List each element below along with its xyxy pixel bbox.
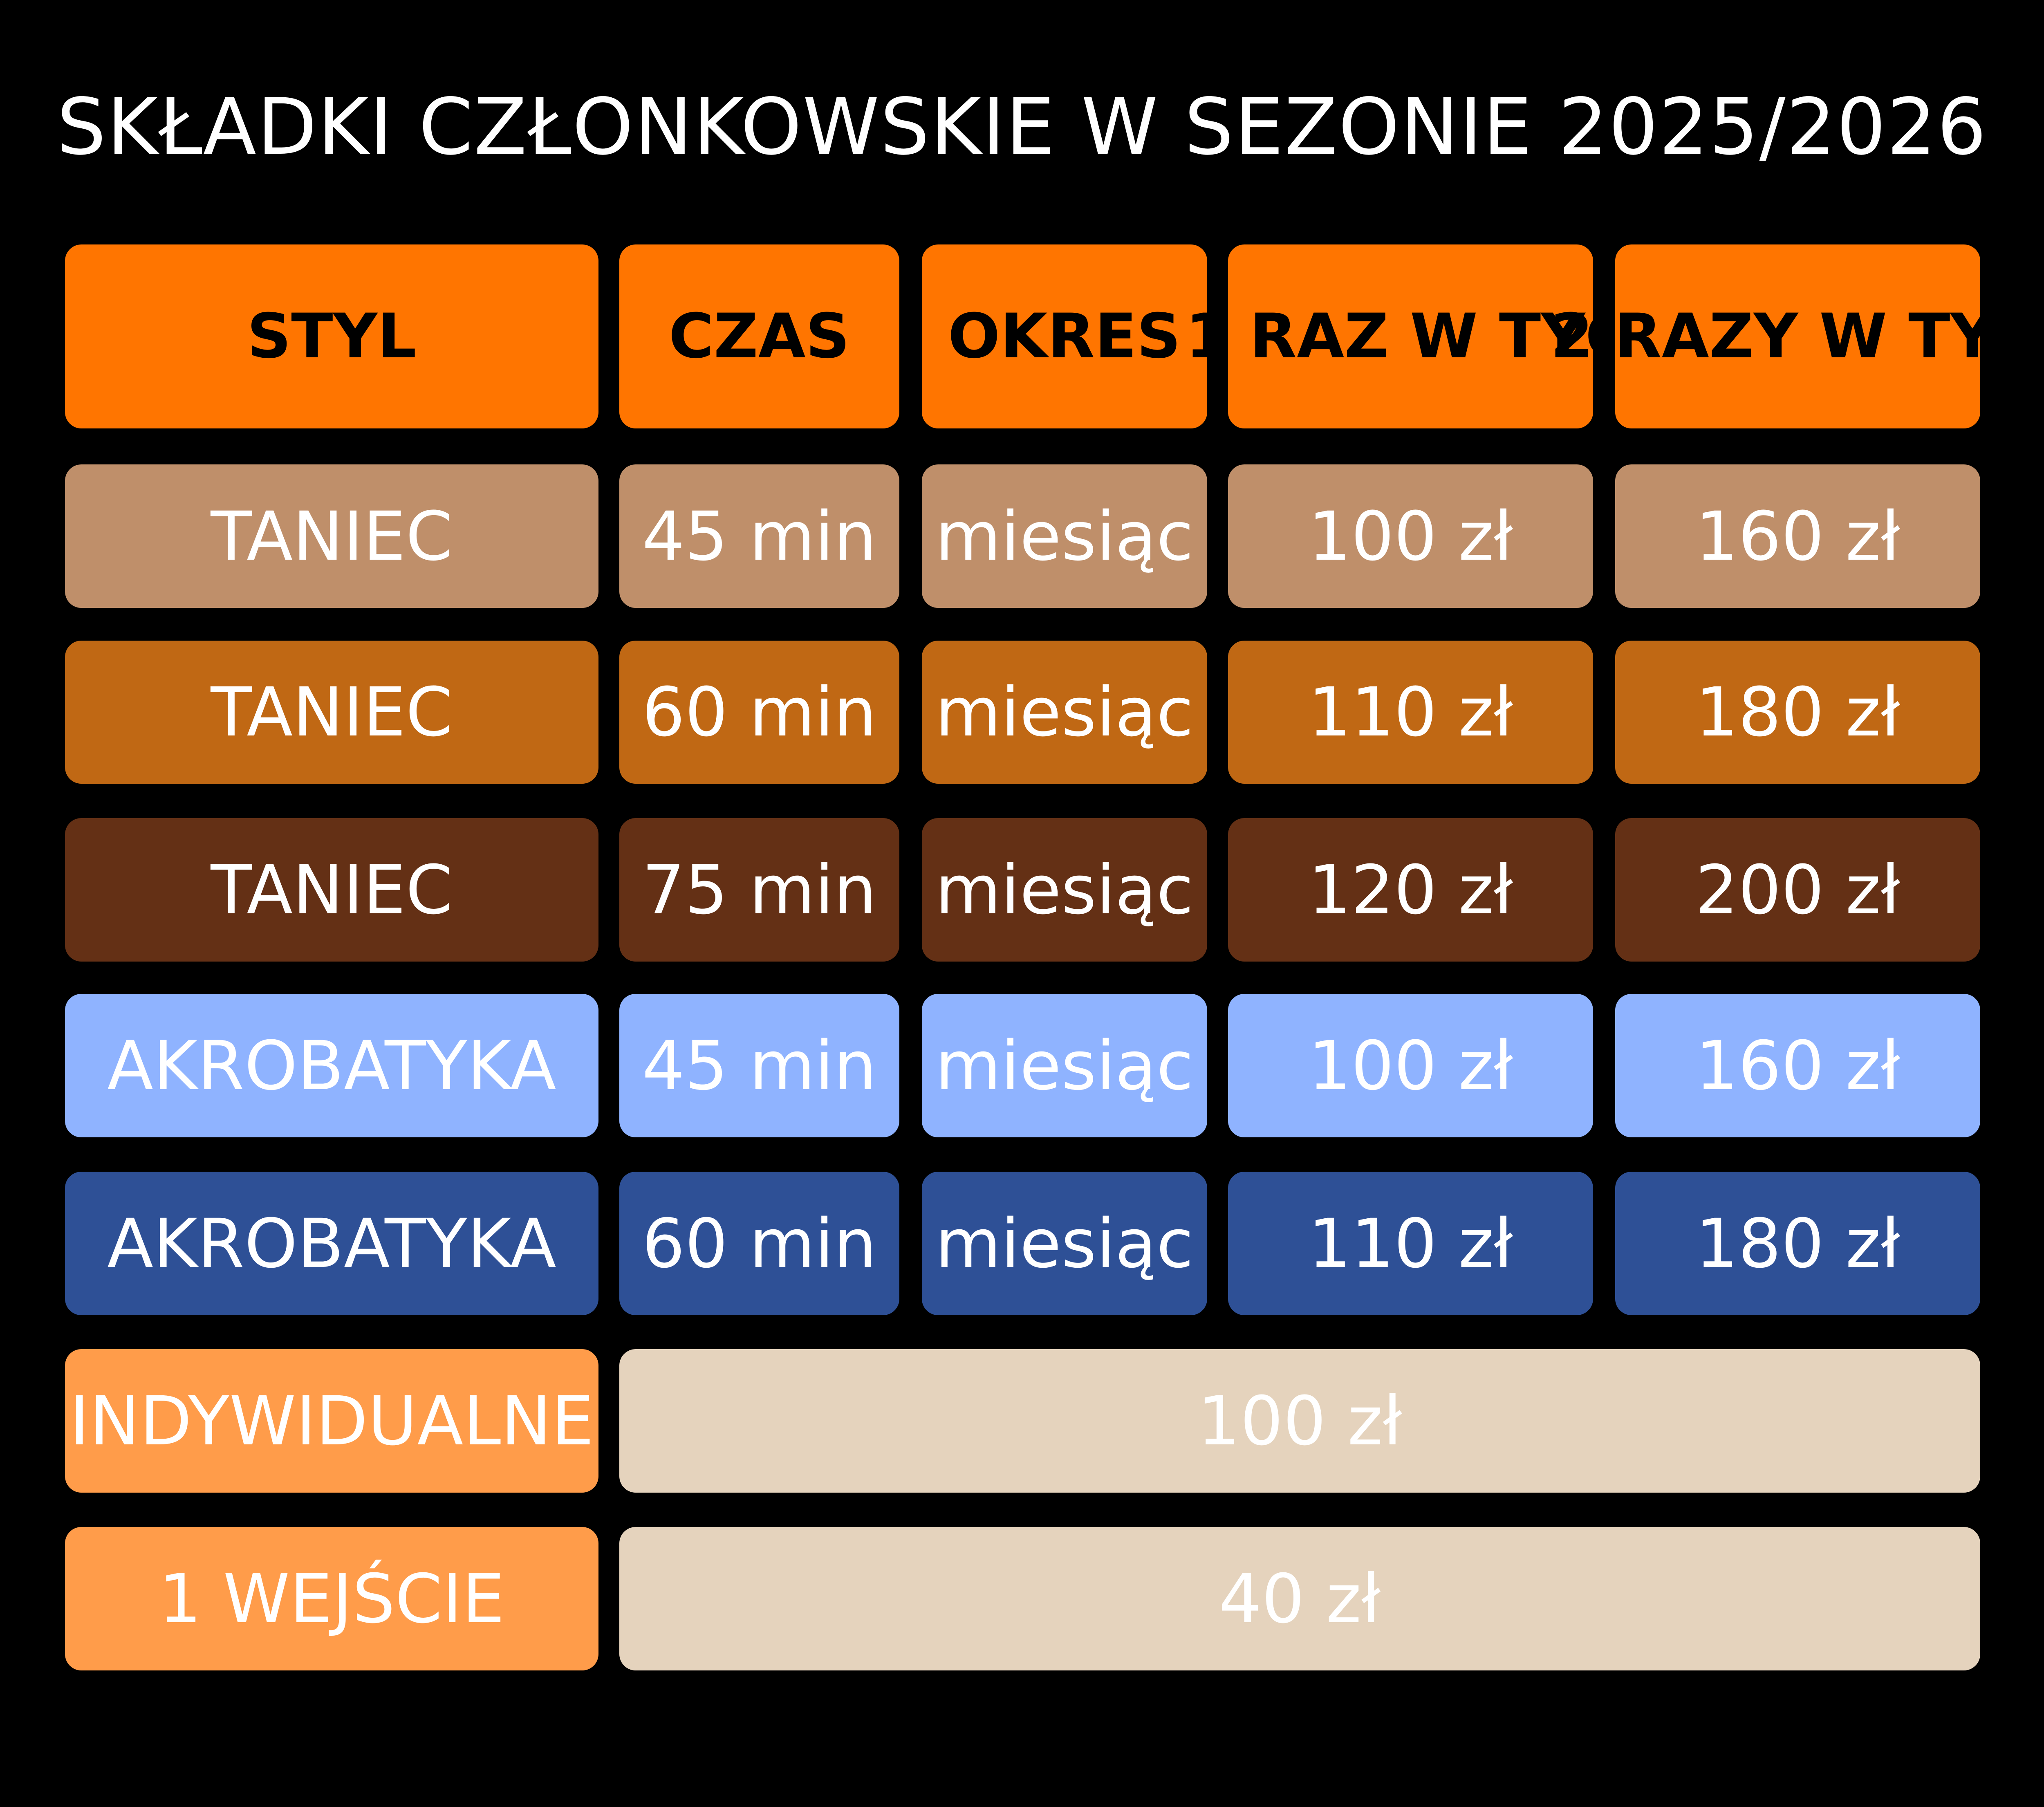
- page-title: SKŁADKI CZŁONKOWSKIE W SEZONIE 2025/2026: [56, 82, 1988, 172]
- table-cell-1-raz: 110 zł: [1228, 1172, 1593, 1315]
- header-2-razy: 2 RAZY W TYG: [1551, 244, 2044, 428]
- header-czas: CZAS: [619, 244, 899, 428]
- table-cell-okres: miesiąc: [921, 1172, 1207, 1315]
- jedno-wejscie-price: 40 zł: [619, 1527, 1980, 1670]
- indywidualne-label: INDYWIDUALNE: [65, 1349, 598, 1493]
- table-cell-1-raz: 100 zł: [1228, 994, 1593, 1137]
- table-cell-styl: TANIEC: [65, 818, 598, 962]
- table-cell-1-raz: 100 zł: [1228, 464, 1593, 608]
- table-cell-2-razy: 160 zł: [1615, 994, 1980, 1137]
- table-cell-styl: TANIEC: [65, 464, 598, 608]
- table-cell-okres: miesiąc: [921, 641, 1207, 784]
- table-cell-2-razy: 160 zł: [1615, 464, 1980, 608]
- table-cell-okres: miesiąc: [921, 818, 1207, 962]
- table-cell-1-raz: 120 zł: [1228, 818, 1593, 962]
- header-okres: OKRES: [921, 244, 1207, 428]
- table-cell-1-raz: 110 zł: [1228, 641, 1593, 784]
- header-1-raz: 1 RAZ W TYG: [1186, 244, 1636, 428]
- table-cell-okres: miesiąc: [921, 994, 1207, 1137]
- indywidualne-price: 100 zł: [619, 1349, 1980, 1493]
- table-cell-czas: 45 min: [619, 464, 899, 608]
- table-cell-styl: AKROBATYKA: [65, 1172, 598, 1315]
- table-cell-styl: TANIEC: [65, 641, 598, 784]
- table-cell-2-razy: 200 zł: [1615, 818, 1980, 962]
- table-cell-czas: 75 min: [619, 818, 899, 962]
- table-cell-czas: 60 min: [619, 641, 899, 784]
- table-cell-2-razy: 180 zł: [1615, 641, 1980, 784]
- table-cell-czas: 45 min: [619, 994, 899, 1137]
- table-cell-2-razy: 180 zł: [1615, 1172, 1980, 1315]
- jedno-wejscie-label: 1 WEJŚCIE: [65, 1527, 598, 1670]
- header-styl: STYL: [65, 244, 598, 428]
- table-cell-styl: AKROBATYKA: [65, 994, 598, 1137]
- table-cell-okres: miesiąc: [921, 464, 1207, 608]
- table-cell-czas: 60 min: [619, 1172, 899, 1315]
